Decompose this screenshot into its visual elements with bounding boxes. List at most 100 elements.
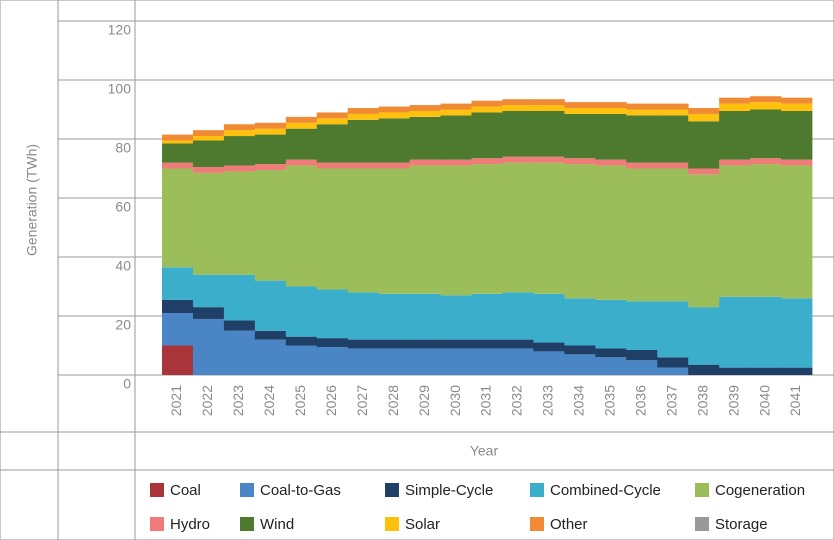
legend-label: Coal-to-Gas — [260, 482, 341, 499]
bar-segment — [533, 351, 565, 375]
bar-segment — [409, 116, 441, 160]
y-tick-label: 0 — [123, 376, 131, 392]
x-tick-label: 2039 — [725, 385, 741, 416]
bar-segment — [378, 106, 411, 113]
bar-segment — [533, 293, 565, 343]
x-tick-label: 2033 — [540, 385, 556, 416]
bar-segment — [533, 110, 565, 157]
bar-segment — [719, 103, 751, 111]
bar-segment — [533, 342, 565, 352]
bar-segment — [719, 367, 751, 375]
bar-segment — [564, 345, 596, 355]
bar-segment — [378, 118, 411, 163]
bar-segment — [781, 367, 813, 375]
bar-segment — [285, 345, 318, 375]
bar-segment — [719, 110, 751, 160]
bar-segment — [254, 122, 287, 129]
bar-segment — [254, 128, 287, 135]
bar-segment — [471, 100, 503, 107]
bar-segment — [502, 292, 534, 340]
x-tick-label: 2026 — [323, 385, 339, 416]
bar-segment — [564, 298, 596, 346]
bar-segment — [440, 295, 472, 340]
bar-segment — [347, 113, 380, 120]
bar-segment — [595, 159, 627, 166]
bar-segment — [502, 110, 534, 157]
bar-segment — [595, 357, 627, 375]
bar-segment — [192, 130, 225, 137]
bar-segment — [595, 113, 627, 160]
bar-segment — [657, 357, 689, 368]
bar-segment — [285, 165, 318, 287]
bar-segment — [750, 109, 782, 159]
bar-segment — [192, 307, 225, 319]
x-tick-label: 2027 — [354, 385, 370, 416]
bar-segment — [533, 99, 565, 106]
bar-segment — [471, 339, 503, 349]
bar-segment — [626, 301, 658, 350]
bar-segment — [719, 97, 751, 104]
bar-segment — [688, 174, 720, 308]
legend-label: Other — [550, 516, 588, 533]
bar-segment — [688, 364, 720, 375]
bar-segment — [192, 274, 225, 308]
bar-segment — [657, 103, 689, 110]
x-tick-label: 2029 — [416, 385, 432, 416]
x-tick-label: 2024 — [261, 385, 277, 416]
legend-label: Solar — [405, 516, 440, 533]
bar-segment — [626, 109, 658, 116]
bar-segment — [223, 330, 256, 375]
legend-swatch — [385, 483, 399, 497]
x-tick-label: 2040 — [756, 385, 772, 416]
bar-segment — [223, 130, 256, 137]
bar-segment — [378, 339, 411, 349]
legend-label: Cogeneration — [715, 482, 805, 499]
y-axis-title: Generation (TWh) — [24, 144, 40, 256]
y-tick-label: 40 — [115, 258, 131, 274]
legend-swatch — [385, 517, 399, 531]
bar-segment — [316, 338, 349, 347]
legend-label: Combined-Cycle — [550, 482, 661, 499]
bar-segment — [471, 106, 503, 113]
bar-segment — [162, 267, 194, 300]
x-tick-label: 2034 — [571, 385, 587, 416]
bar-segment — [471, 293, 503, 340]
bar-segment — [781, 110, 813, 160]
bar-segment — [223, 124, 256, 131]
legend-swatch — [695, 483, 709, 497]
bar-segment — [316, 124, 349, 163]
x-tick-label: 2038 — [694, 385, 710, 416]
bar-segment — [750, 164, 782, 297]
bar-segment — [595, 299, 627, 349]
bar-segment — [192, 167, 225, 173]
legend-label: Simple-Cycle — [405, 482, 493, 499]
x-tick-label: 2022 — [199, 385, 215, 416]
bar-segment — [316, 168, 349, 290]
bar-segment — [316, 112, 349, 119]
bar-segment — [626, 103, 658, 110]
bar-segment — [471, 164, 503, 294]
bar-segment — [781, 97, 813, 104]
bar-segment — [162, 345, 194, 375]
bar-segment — [502, 105, 534, 111]
bar-segment — [347, 168, 380, 293]
bar-segment — [564, 158, 596, 165]
bar-segment — [192, 140, 225, 168]
bar-segment — [564, 164, 596, 299]
bar-segment — [719, 296, 751, 368]
x-tick-label: 2023 — [230, 385, 246, 416]
legend-swatch — [695, 517, 709, 531]
bar-segment — [688, 307, 720, 365]
bar-segment — [254, 164, 287, 170]
bar-segment — [409, 159, 441, 166]
bar-segment — [223, 320, 256, 331]
bar-segment — [781, 298, 813, 368]
bar-segment — [471, 158, 503, 165]
bar-segment — [285, 159, 318, 166]
legend-swatch — [530, 517, 544, 531]
bar-segment — [440, 103, 472, 110]
bar-segment — [285, 122, 318, 129]
bar-segment — [347, 119, 380, 163]
bar-segment — [533, 105, 565, 111]
